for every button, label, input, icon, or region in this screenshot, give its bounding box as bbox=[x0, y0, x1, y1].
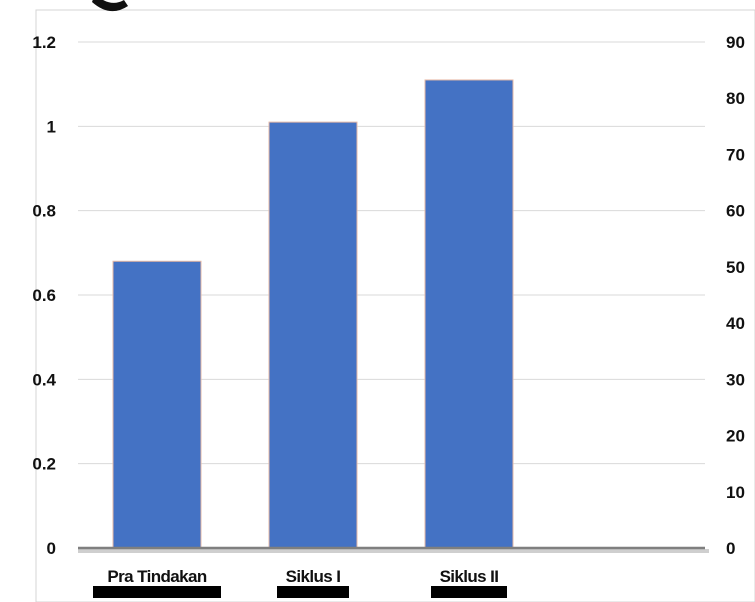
right-tick-label: 20 bbox=[726, 427, 745, 446]
bar bbox=[268, 121, 358, 549]
right-tick-label: 80 bbox=[726, 89, 745, 108]
category-underline bbox=[277, 586, 349, 598]
left-tick-label: 0 bbox=[47, 539, 56, 558]
left-tick-label: 1.2 bbox=[32, 33, 56, 52]
category-underline bbox=[93, 586, 221, 598]
category-labels: Pra Tindakan Siklus I Siklus II bbox=[93, 567, 507, 598]
right-tick-label: 70 bbox=[726, 145, 745, 164]
right-tick-label: 90 bbox=[726, 33, 745, 52]
right-axis-tick-labels: 0 10 20 30 40 50 60 70 80 90 bbox=[726, 33, 745, 558]
left-tick-label: 0.8 bbox=[32, 202, 56, 221]
left-tick-label: 0.2 bbox=[32, 455, 56, 474]
category-label: Pra Tindakan bbox=[107, 567, 206, 586]
cropped-title-fragment bbox=[92, 0, 128, 12]
category-label: Siklus II bbox=[440, 567, 499, 586]
right-tick-label: 40 bbox=[726, 314, 745, 333]
bars bbox=[112, 79, 514, 549]
bar bbox=[112, 260, 202, 549]
category-label: Siklus I bbox=[286, 567, 341, 586]
right-tick-label: 30 bbox=[726, 370, 745, 389]
category-underline bbox=[431, 586, 507, 598]
x-axis bbox=[78, 546, 709, 553]
right-tick-label: 10 bbox=[726, 483, 745, 502]
left-axis-tick-labels: 0 0.2 0.4 0.6 0.8 1 1.2 bbox=[32, 33, 56, 558]
right-tick-label: 60 bbox=[726, 202, 745, 221]
right-tick-label: 0 bbox=[726, 539, 735, 558]
bar bbox=[424, 79, 514, 549]
left-tick-label: 0.6 bbox=[32, 286, 56, 305]
cropped-title-glyph bbox=[92, 0, 128, 12]
gridlines bbox=[78, 41, 705, 465]
left-tick-label: 0.4 bbox=[32, 370, 56, 389]
chart-frame bbox=[35, 9, 755, 602]
left-tick-label: 1 bbox=[47, 117, 56, 136]
right-tick-label: 50 bbox=[726, 258, 745, 277]
